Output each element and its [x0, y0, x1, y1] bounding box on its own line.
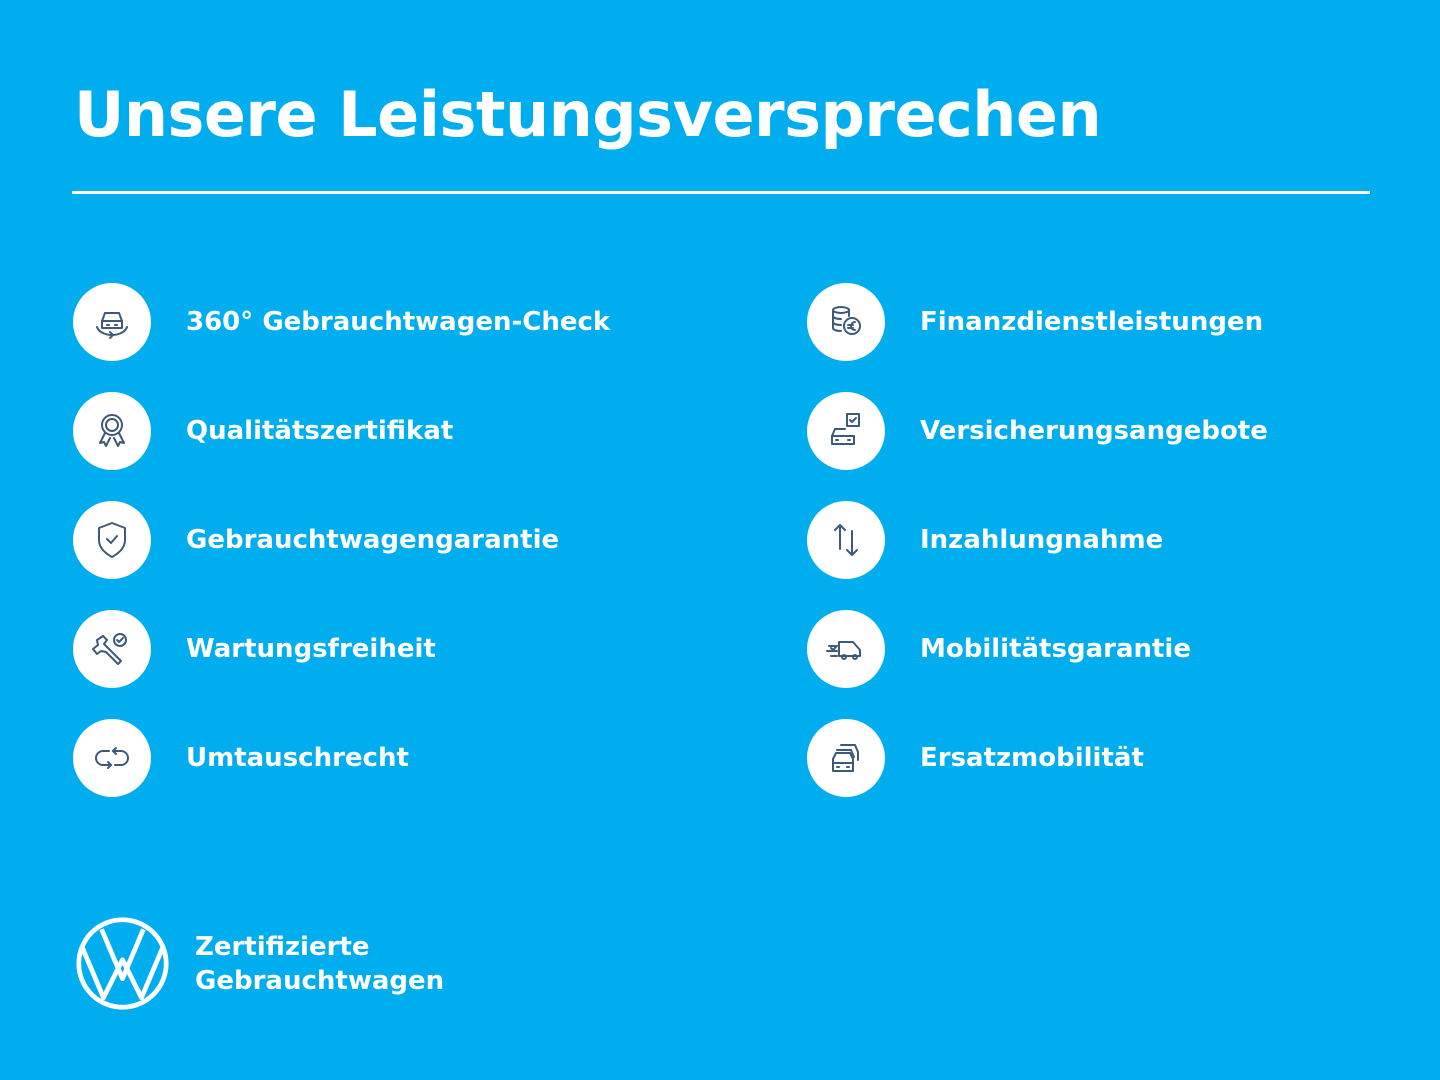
item-qualitaetszertifikat: Qualitätszertifikat	[73, 392, 453, 470]
brand-block: Zertifizierte Gebrauchtwagen	[75, 916, 444, 1011]
item-umtauschrecht: Umtauschrecht	[73, 719, 409, 797]
shield-check-icon	[98, 522, 126, 558]
item-label: Versicherungsangebote	[920, 416, 1268, 446]
item-label: Finanzdienstleistungen	[920, 307, 1264, 337]
item-wartungsfreiheit: Wartungsfreiheit	[73, 610, 436, 688]
item-label: Wartungsfreiheit	[186, 634, 436, 664]
item-ersatzmobilitaet: Ersatzmobilität	[807, 719, 1144, 797]
divider	[72, 191, 1370, 194]
coins-euro-icon	[832, 306, 861, 335]
item-label: Qualitätszertifikat	[186, 416, 454, 446]
item-finanzdienstleistungen: Finanzdienstleistungen	[807, 283, 1263, 361]
item-gebrauchtwagen-check: 360° Gebrauchtwagen-Check	[73, 283, 610, 361]
wrench-check-icon	[92, 633, 127, 665]
item-gebrauchtwagengarantie: Gebrauchtwagengarantie	[73, 501, 559, 579]
item-label: Inzahlungnahme	[920, 525, 1164, 555]
up-down-arrows-icon	[834, 524, 858, 556]
item-inzahlungnahme: Inzahlungnahme	[807, 501, 1163, 579]
item-label: Ersatzmobilität	[920, 743, 1144, 773]
brand-line-2: Gebrauchtwagen	[195, 965, 445, 996]
brand-line-1: Zertifizierte	[195, 931, 370, 962]
exchange-arrows-icon	[95, 747, 129, 769]
item-label: 360° Gebrauchtwagen-Check	[186, 307, 611, 337]
replacement-cars-icon	[832, 744, 859, 772]
item-label: Gebrauchtwagengarantie	[186, 525, 560, 555]
item-mobilitaetsgarantie: Mobilitätsgarantie	[807, 610, 1191, 688]
item-label: Mobilitätsgarantie	[920, 634, 1191, 664]
car-insurance-icon	[831, 413, 860, 445]
vw-logo	[76, 917, 169, 1010]
fast-van-icon	[826, 641, 861, 660]
page-title: Unsere Leistungsversprechen	[74, 78, 1102, 151]
car-360-icon	[96, 312, 128, 339]
item-versicherungsangebote: Versicherungsangebote	[807, 392, 1268, 470]
award-rosette-icon	[99, 414, 125, 447]
item-label: Umtauschrecht	[186, 743, 409, 773]
